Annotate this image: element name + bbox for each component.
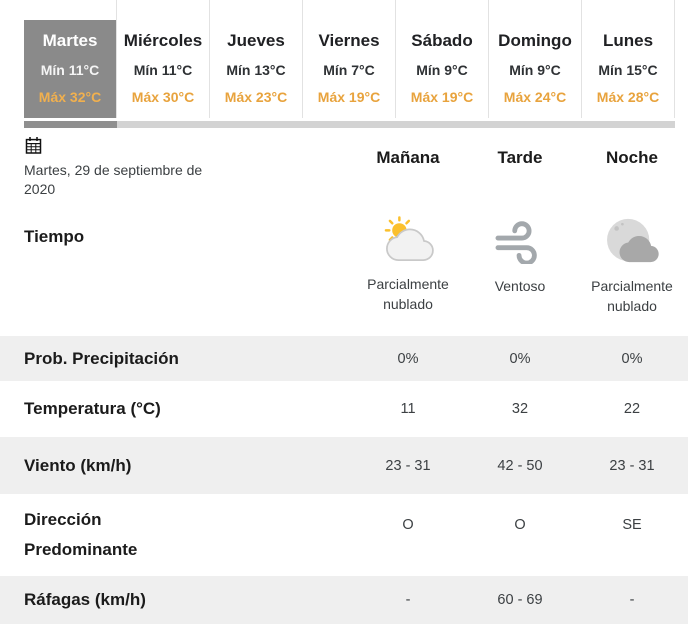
day-min-temp: Mín 9°C	[416, 62, 468, 78]
table-row-direccion: Dirección Predominante O O SE	[0, 494, 688, 576]
condition-caption: Parcialmente nublado	[367, 276, 449, 312]
value-noche: 0%	[621, 350, 643, 367]
table-row-temperatura: Temperatura (°C) 11 32 22	[0, 381, 688, 437]
column-header-noche: Noche	[606, 148, 658, 167]
value-manana: -	[405, 592, 411, 608]
day-max-temp: Máx 28°C	[596, 89, 660, 105]
day-name: Martes	[42, 31, 98, 50]
day-name: Sábado	[411, 31, 473, 50]
day-max-temp: Máx 32°C	[38, 89, 102, 105]
value-tarde: 32	[511, 401, 529, 417]
row-label: Dirección Predominante	[24, 510, 138, 559]
conditions-row: Tiempo Parcialmente nublado	[0, 200, 688, 336]
day-max-temp: Máx 30°C	[131, 89, 195, 105]
value-manana: 23 - 31	[385, 457, 431, 474]
row-label: Viento (km/h)	[24, 455, 132, 475]
row-label: Temperatura (°C)	[24, 399, 161, 418]
condition-manana: Parcialmente nublado	[352, 200, 464, 336]
day-tab-jueves[interactable]: Jueves Mín 13°C Máx 23°C	[210, 0, 303, 118]
column-header-manana: Mañana	[376, 148, 440, 167]
day-max-temp: Máx 19°C	[317, 89, 381, 105]
value-tarde: 0%	[509, 350, 531, 367]
day-name: Viernes	[318, 31, 380, 50]
day-tab-lunes[interactable]: Lunes Mín 15°C Máx 28°C	[582, 0, 675, 118]
value-manana: O	[402, 517, 414, 533]
condition-noche: Parcialmente nublado	[576, 200, 688, 336]
value-noche: 22	[623, 401, 641, 417]
table-row-precipitacion: Prob. Precipitación 0% 0% 0%	[0, 336, 688, 381]
row-label: Prob. Precipitación	[24, 348, 179, 368]
day-min-temp: Mín 15°C	[598, 62, 658, 78]
value-noche: SE	[622, 517, 642, 533]
day-name: Jueves	[227, 31, 285, 50]
tabs-horizontal-scrollbar[interactable]	[24, 121, 675, 128]
row-label: Ráfagas (km/h)	[24, 590, 146, 609]
calendar-icon	[24, 136, 352, 160]
table-header-row: Martes, 29 de septiembre de 2020 Mañana …	[0, 128, 688, 200]
column-header-tarde: Tarde	[497, 148, 543, 167]
condition-caption: Parcialmente nublado	[591, 278, 673, 314]
scrollbar-thumb[interactable]	[24, 121, 117, 128]
wind-icon	[493, 216, 547, 269]
table-row-viento: Viento (km/h) 23 - 31 42 - 50 23 - 31	[0, 437, 688, 494]
partly-cloudy-night-icon	[604, 216, 660, 269]
day-name: Domingo	[498, 31, 572, 50]
value-tarde: 60 - 69	[497, 592, 543, 608]
value-tarde: O	[514, 517, 526, 533]
table-row-rafagas: Ráfagas (km/h) - 60 - 69 -	[0, 576, 688, 624]
row-label-tiempo: Tiempo	[24, 227, 85, 246]
value-manana: 0%	[397, 350, 419, 367]
value-noche: 23 - 31	[609, 457, 655, 474]
value-manana: 11	[400, 401, 416, 417]
day-max-temp: Máx 23°C	[224, 89, 288, 105]
day-name: Lunes	[602, 31, 654, 50]
value-tarde: 42 - 50	[497, 457, 543, 474]
day-tabs: Martes Mín 11°C Máx 32°C Miércoles Mín 1…	[24, 0, 675, 118]
day-tab-viernes[interactable]: Viernes Mín 7°C Máx 19°C	[303, 0, 396, 118]
day-min-temp: Mín 9°C	[509, 62, 561, 78]
date-text: Martes, 29 de septiembre de 2020	[24, 162, 203, 197]
partly-cloudy-day-icon	[381, 216, 435, 267]
day-min-temp: Mín 7°C	[323, 62, 375, 78]
day-min-temp: Mín 13°C	[226, 62, 286, 78]
condition-tarde: Ventoso	[464, 200, 576, 336]
day-min-temp: Mín 11°C	[133, 62, 193, 78]
condition-caption: Ventoso	[494, 278, 546, 294]
day-max-temp: Máx 19°C	[410, 89, 474, 105]
day-name: Miércoles	[123, 31, 203, 50]
day-tab-martes[interactable]: Martes Mín 11°C Máx 32°C	[24, 0, 117, 118]
day-tab-sabado[interactable]: Sábado Mín 9°C Máx 19°C	[396, 0, 489, 118]
day-tab-domingo[interactable]: Domingo Mín 9°C Máx 24°C	[489, 0, 582, 118]
day-max-temp: Máx 24°C	[503, 89, 567, 105]
day-min-temp: Mín 11°C	[40, 62, 100, 78]
selected-date: Martes, 29 de septiembre de 2020	[0, 136, 352, 200]
value-noche: -	[629, 592, 635, 608]
day-tab-miercoles[interactable]: Miércoles Mín 11°C Máx 30°C	[117, 0, 210, 118]
